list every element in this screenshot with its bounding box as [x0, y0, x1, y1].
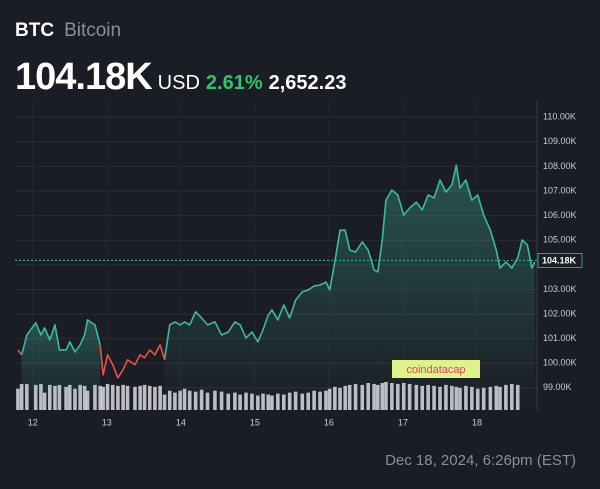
last-price-label: 104.18K [542, 255, 577, 265]
area [164, 165, 535, 410]
volume-bar [133, 386, 137, 410]
y-tick-label: 109.00K [543, 136, 577, 146]
area [21, 319, 101, 410]
y-tick-label: 106.00K [543, 210, 577, 220]
symbol: BTC [15, 20, 55, 41]
currency: USD [157, 72, 200, 94]
y-tick-label: 99.00K [543, 382, 572, 392]
volume-bar [116, 385, 120, 410]
y-tick-label: 110.00K [543, 112, 576, 122]
x-tick-label: 13 [102, 417, 112, 427]
y-tick-label: 102.00K [543, 308, 577, 318]
volume-bar [125, 385, 130, 410]
asset-name: Bitcoin [64, 20, 122, 41]
volume-bar [101, 386, 105, 410]
price-line [17, 344, 166, 379]
timestamp: Dec 18, 2024, 6:26pm (EST) [385, 452, 576, 469]
change-percent: 2.61% [205, 72, 263, 94]
volume-bar [153, 386, 157, 410]
price: 104.18K [15, 56, 153, 98]
x-tick-label: 12 [28, 417, 38, 427]
y-tick-label: 103.00K [543, 284, 577, 294]
volume-bar [138, 385, 142, 410]
x-tick-label: 14 [176, 417, 186, 427]
y-tick-label: 100.00K [543, 358, 577, 368]
price-row: 104.18K USD 2.61% 2,652.23 [15, 56, 346, 99]
volume-bar [147, 385, 152, 410]
volume-bar [110, 384, 115, 410]
y-tick-label: 107.00K [543, 185, 577, 195]
title-row: BTC Bitcoin [15, 20, 121, 42]
volume-bar [16, 388, 20, 410]
y-tick-label: 101.00K [543, 333, 577, 343]
price-line [20, 164, 536, 360]
volume-bar [142, 384, 147, 410]
volume-bar [121, 384, 125, 410]
last-price-box [537, 253, 583, 268]
y-tick-label: 105.00K [543, 235, 577, 245]
x-tick-label: 18 [472, 417, 482, 427]
volume-bar [105, 383, 110, 410]
x-tick-label: 16 [324, 417, 334, 427]
volume-bar [158, 385, 162, 410]
x-tick-label: 17 [398, 417, 408, 427]
volume-bar [98, 385, 102, 410]
x-tick-label: 15 [250, 417, 260, 427]
y-tick-label: 108.00K [543, 161, 577, 171]
change: 2,652.23 [268, 72, 347, 94]
